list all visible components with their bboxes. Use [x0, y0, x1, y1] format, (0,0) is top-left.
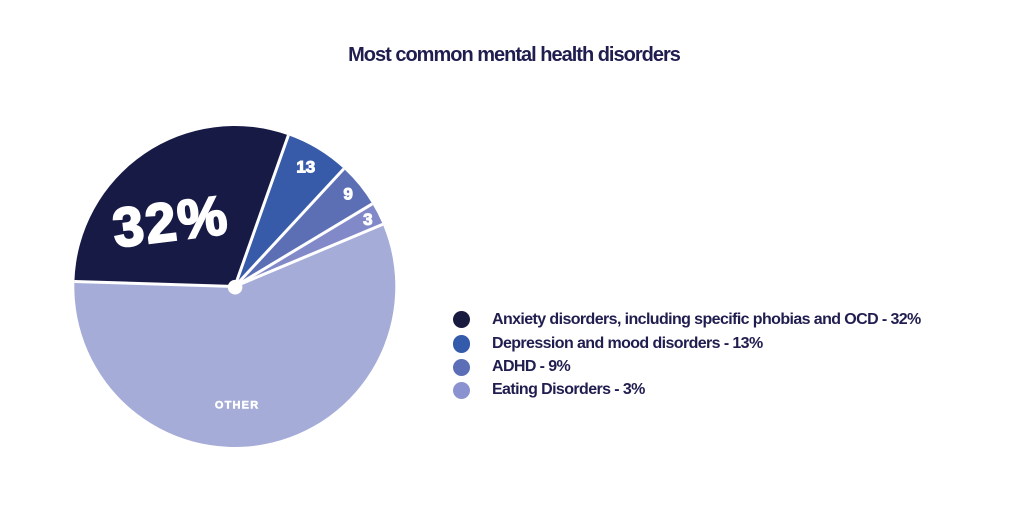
svg-text:9: 9	[343, 184, 352, 203]
svg-text:13: 13	[296, 157, 315, 176]
svg-text:3: 3	[363, 210, 372, 229]
svg-text:OTHER: OTHER	[215, 399, 260, 411]
svg-text:32%: 32%	[109, 183, 232, 259]
